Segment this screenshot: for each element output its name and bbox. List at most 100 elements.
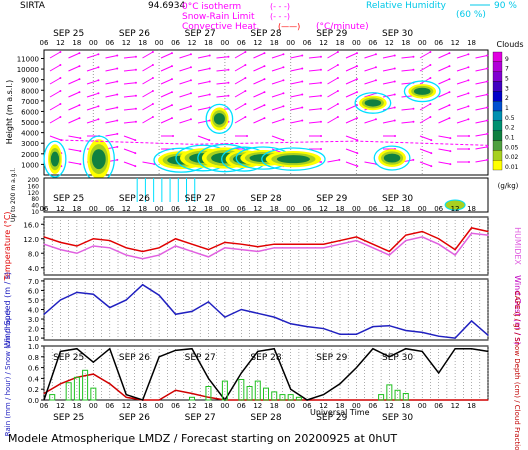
mid-hour-tick: 12 — [188, 205, 197, 213]
cape-axis-title: CAPE (J / g) / Snow Depth (cm) / Cloud F… — [513, 291, 521, 450]
wind-arrow — [105, 68, 118, 72]
wind-arrow-head — [134, 81, 137, 84]
temperature-data-point — [76, 252, 78, 254]
wind-arrow-head — [97, 92, 100, 95]
temperature-data-point — [240, 243, 242, 245]
wind-arrow-head — [244, 116, 247, 118]
wind-arrow — [290, 107, 303, 111]
colorbar-unit: (g/kg) — [498, 182, 519, 190]
wind-arrow — [327, 159, 340, 163]
wind-arrow-head — [336, 116, 339, 118]
isotherm-label: 0°C isotherm — [182, 2, 241, 12]
height-tick-label: 7000 — [21, 98, 39, 106]
wind-arrow-head — [355, 78, 358, 81]
wind-arrow — [68, 161, 81, 165]
wind-arrow — [197, 94, 210, 98]
wind-arrow-head — [449, 137, 452, 140]
wind-arrow-head — [227, 81, 230, 84]
colorbar-swatch — [492, 150, 503, 161]
wind-arrow-head — [355, 91, 358, 94]
height-tick-label: 1000 — [21, 161, 39, 169]
temperature-data-point — [224, 241, 226, 243]
wind-arrow-head — [79, 163, 82, 166]
wind-arrow-head — [412, 55, 415, 58]
wind-arrow-head — [336, 103, 339, 105]
rh-contour — [354, 92, 392, 114]
wind-arrow — [290, 68, 303, 72]
temperature-y-tick-label: 12.0 — [23, 236, 39, 244]
precip-data-point — [322, 399, 325, 401]
colorbar-swatch — [492, 61, 503, 72]
wind-arrow-head — [429, 103, 432, 105]
mid-hour-tick: 18 — [270, 205, 279, 213]
bottom-hour-tick: 06 — [40, 402, 49, 410]
height-tick-label: 11000 — [17, 55, 39, 63]
wind-arrow-head — [282, 118, 285, 121]
precip-data-point — [125, 394, 127, 396]
wind-arrow — [271, 79, 284, 85]
temperature-data-point — [388, 254, 390, 256]
rain-bar — [221, 380, 228, 401]
bottom-hour-tick: 12 — [451, 402, 460, 410]
wind-arrow — [271, 105, 284, 111]
mid-hour-tick: 06 — [368, 205, 377, 213]
temperature-data-point — [470, 227, 473, 229]
wind-data-point — [257, 312, 259, 314]
colorbar-label: 0.2 — [505, 125, 515, 132]
wind-arrow — [290, 120, 303, 124]
wind-arrow-head — [486, 145, 489, 148]
precip-data-point — [109, 348, 111, 350]
wind-arrow — [382, 94, 395, 98]
wind-arrow — [142, 77, 154, 85]
wind-arrow-head — [244, 51, 247, 53]
wind-data-point — [322, 327, 325, 330]
bottom-hour-tick: 12 — [385, 402, 394, 410]
rain-bar — [394, 389, 401, 401]
wind-arrow — [438, 65, 450, 72]
wind-arrow — [86, 79, 99, 85]
wind-arrow-head — [134, 68, 137, 71]
wind-data-point — [355, 333, 358, 335]
bottom-hour-tick: 12 — [319, 402, 328, 410]
wind-speed-axis-title: Wind Speed (m / s) — [3, 272, 12, 348]
wind-arrow — [419, 103, 431, 111]
rain-bar — [65, 382, 72, 401]
wind-arrow-head — [319, 81, 322, 84]
colorbar-swatch — [492, 51, 503, 62]
bottom-hour-tick: 12 — [56, 402, 65, 410]
colorbar-label: 3 — [505, 85, 509, 92]
wind-arrow — [456, 53, 469, 59]
top-day-label: SEP 27 — [185, 29, 216, 39]
wind-arrow — [197, 135, 210, 141]
wind-arrow-head — [59, 51, 62, 53]
top-hour-tick: 06 — [171, 39, 180, 47]
wind-arrow — [68, 91, 80, 98]
mid-hour-tick: 06 — [303, 205, 312, 213]
mid-hour-tick: 18 — [138, 205, 147, 213]
precip-data-point — [372, 348, 374, 350]
wind-arrow — [364, 161, 377, 165]
wind-arrow-head — [134, 55, 137, 58]
wind-arrow-head — [170, 91, 173, 94]
wind-arrow — [86, 92, 99, 98]
colorbar-swatch — [492, 130, 503, 141]
isotherm-sym: (- - -) — [270, 2, 290, 11]
wind-arrow — [123, 135, 136, 141]
temperature-data-point — [372, 243, 374, 245]
wind-arrow — [345, 78, 358, 85]
wind-arrow — [456, 105, 469, 111]
wind-arrow — [253, 91, 265, 98]
wind-series-line — [43, 283, 489, 339]
convective-label: Convective Heat. — [182, 22, 259, 32]
wind-arrow-head — [189, 66, 192, 69]
temperature-data-point — [322, 247, 325, 249]
wind-data-point — [142, 284, 144, 286]
bottom-hour-tick: 00 — [286, 402, 295, 410]
wind-arrow-head — [116, 93, 119, 96]
wind-arrow — [68, 65, 80, 72]
precip-data-point — [487, 399, 489, 401]
wind-arrow-head — [467, 118, 470, 121]
wind-arrow — [401, 108, 414, 111]
lower-height-tick-label: 160 — [28, 183, 40, 190]
lower-height-tick-label: 200 — [28, 177, 40, 184]
